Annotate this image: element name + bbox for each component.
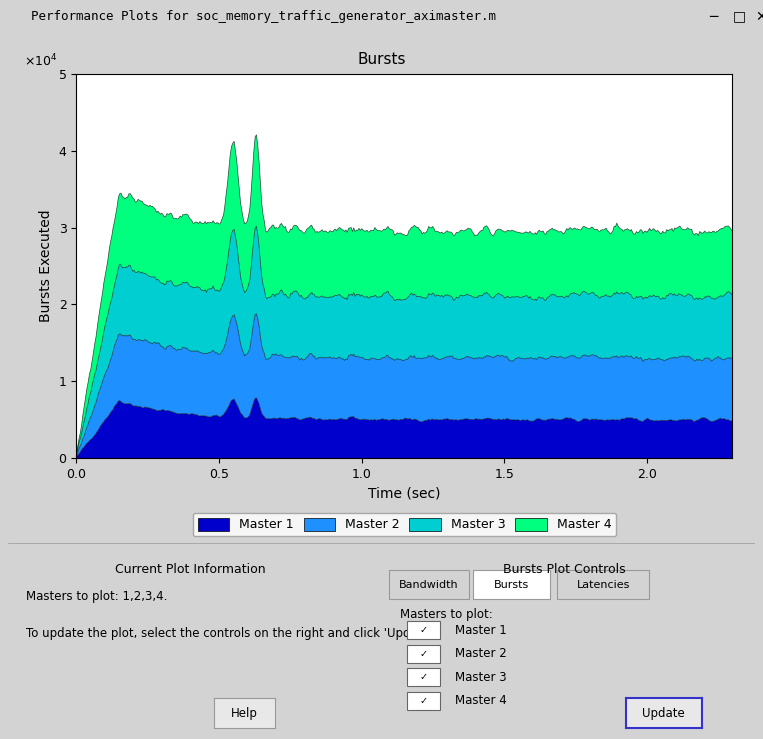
Text: Master 2: Master 2 <box>455 647 507 660</box>
Text: Master 1: Master 1 <box>455 624 507 637</box>
Text: Masters to plot: 1,2,3,4.: Masters to plot: 1,2,3,4. <box>26 590 167 603</box>
Text: ✓: ✓ <box>420 672 428 682</box>
Legend: Master 1, Master 2, Master 3, Master 4: Master 1, Master 2, Master 3, Master 4 <box>192 513 617 537</box>
Text: Performance Plots for soc_memory_traffic_generator_aximaster.m: Performance Plots for soc_memory_traffic… <box>31 10 495 23</box>
Text: Bursts Plot Controls: Bursts Plot Controls <box>504 563 626 576</box>
FancyBboxPatch shape <box>407 621 440 639</box>
FancyBboxPatch shape <box>557 571 649 599</box>
FancyBboxPatch shape <box>407 692 440 710</box>
Text: ─: ─ <box>710 10 718 24</box>
X-axis label: Time (sec): Time (sec) <box>368 486 441 500</box>
Text: ✓: ✓ <box>420 625 428 636</box>
FancyBboxPatch shape <box>407 668 440 687</box>
Text: ✓: ✓ <box>420 649 428 658</box>
Text: Latencies: Latencies <box>576 580 629 590</box>
Text: Bursts: Bursts <box>357 52 406 67</box>
Text: Master 3: Master 3 <box>455 671 507 684</box>
FancyBboxPatch shape <box>407 644 440 663</box>
Text: ✕: ✕ <box>755 10 763 24</box>
Text: Help: Help <box>230 706 258 720</box>
Text: Masters to plot:: Masters to plot: <box>400 608 493 621</box>
Text: Current Plot Information: Current Plot Information <box>115 563 266 576</box>
FancyBboxPatch shape <box>473 571 550 599</box>
Text: □: □ <box>732 10 745 24</box>
Text: Bursts: Bursts <box>494 580 529 590</box>
FancyBboxPatch shape <box>389 571 469 599</box>
Text: Bandwidth: Bandwidth <box>399 580 459 590</box>
Y-axis label: Bursts Executed: Bursts Executed <box>39 210 53 322</box>
Text: Master 4: Master 4 <box>455 695 507 707</box>
Text: Update: Update <box>642 706 685 720</box>
Text: $\times 10^4$: $\times 10^4$ <box>24 52 57 69</box>
Text: ✓: ✓ <box>420 696 428 706</box>
Text: To update the plot, select the controls on the right and click 'Update'.: To update the plot, select the controls … <box>26 627 436 639</box>
